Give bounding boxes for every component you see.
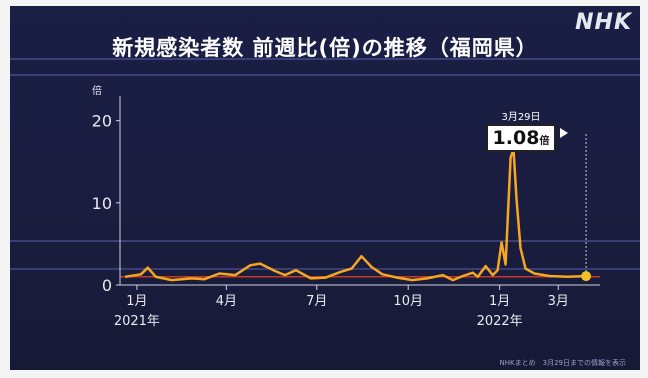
y-tick-label: 20 — [92, 112, 112, 131]
nhk-logo: NHK — [575, 10, 632, 35]
x-year-label: 2022年 — [477, 314, 523, 329]
callout-unit: 倍 — [539, 136, 550, 147]
callout-value: 1.08 — [492, 127, 540, 149]
x-tick-label: 1月 — [126, 294, 147, 309]
x-tick-label: 10月 — [393, 294, 423, 309]
x-year-label: 2021年 — [114, 314, 160, 329]
x-tick-label: 4月 — [216, 294, 237, 309]
chart-frame: NHK 新規感染者数 前週比(倍)の推移（福岡県） — [10, 6, 640, 370]
source-note: NHKまとめ 3月29日までの情報を表示 — [499, 359, 626, 367]
series-line — [124, 148, 587, 282]
callout-date: 3月29日 — [501, 112, 541, 123]
y-tick-label: 10 — [92, 194, 112, 213]
callout-flag-icon — [560, 128, 568, 138]
latest-point-marker — [581, 271, 592, 282]
callout-box: 1.08倍 — [486, 124, 556, 152]
x-tick-label: 7月 — [306, 294, 327, 309]
y-tick-label: 0 — [102, 276, 112, 295]
y-axis-unit-label: 倍 — [92, 84, 102, 97]
chart-title: 新規感染者数 前週比(倍)の推移（福岡県） — [112, 36, 538, 60]
x-tick-label: 3月 — [548, 294, 569, 309]
x-tick-label: 1月 — [489, 294, 510, 309]
